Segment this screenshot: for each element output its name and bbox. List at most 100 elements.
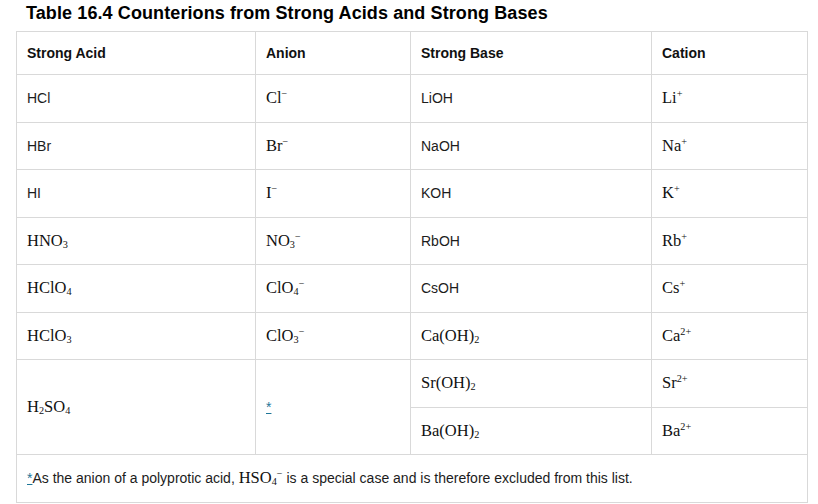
chemical-formula: HI <box>27 185 41 201</box>
column-header-cation: Cation <box>652 32 808 75</box>
table-cell: KOH <box>411 170 652 218</box>
page: Table 16.4 Counterions from Strong Acids… <box>0 2 818 504</box>
table-cell: Li+ <box>652 75 808 123</box>
footnote-text: is a special case and is therefore exclu… <box>283 470 633 486</box>
chemical-formula: HClO4 <box>27 278 72 297</box>
formula-subscript: 2 <box>471 381 476 392</box>
table-cell: NaOH <box>411 122 652 170</box>
formula-supscript: + <box>681 135 687 146</box>
anion-asterisk-link[interactable]: * <box>266 399 271 415</box>
chemical-formula: HClO3 <box>27 326 72 345</box>
formula-supscript: + <box>679 278 685 289</box>
table-cell: HI <box>17 170 256 218</box>
column-header-anion: Anion <box>256 32 411 75</box>
table-cell: RbOH <box>411 217 652 265</box>
table-cell: ClO4− <box>256 265 411 313</box>
chemical-formula: KOH <box>421 185 451 201</box>
counterions-table: Strong AcidAnionStrong BaseCation HCl Cl−… <box>16 31 808 503</box>
chemical-formula: Ba(OH)2 <box>421 421 479 440</box>
formula-subscript: 4 <box>65 405 70 416</box>
column-header-strong-base: Strong Base <box>411 32 652 75</box>
column-header-strong-acid: Strong Acid <box>17 32 256 75</box>
chemical-formula: HCl <box>27 90 50 106</box>
table-row: HNO3 NO3− RbOH Rb+ <box>17 217 808 265</box>
chemical-formula: CsOH <box>421 280 459 296</box>
formula-subscript: 2 <box>474 334 479 345</box>
table-cell: LiOH <box>411 75 652 123</box>
chemical-formula: HNO3 <box>27 231 68 250</box>
table-cell: Rb+ <box>652 217 808 265</box>
chemical-formula: Br− <box>266 136 288 155</box>
formula-subscript: 2 <box>474 429 479 440</box>
footnote-text: As the anion of a polyprotic acid, <box>32 470 238 486</box>
formula-supscript: − <box>295 230 301 241</box>
table-cell: HNO3 <box>17 217 256 265</box>
formula-supscript: 2+ <box>680 420 691 431</box>
table-cell: Ca(OH)2 <box>411 312 652 360</box>
header-row: Strong AcidAnionStrong BaseCation <box>17 32 808 75</box>
chemical-formula: ClO3− <box>266 326 304 345</box>
formula-supscript: 2+ <box>680 325 691 336</box>
table-cell: Ca2+ <box>652 312 808 360</box>
formula-supscript: − <box>282 88 288 99</box>
formula-supscript: − <box>283 135 289 146</box>
table-cell: * <box>256 360 411 455</box>
formula-subscript: 4 <box>66 286 71 297</box>
table-title: Table 16.4 Counterions from Strong Acids… <box>26 2 818 24</box>
chemical-formula: Cl− <box>266 88 287 107</box>
formula-subscript: 3 <box>63 239 68 250</box>
chemical-formula: Li+ <box>662 88 682 107</box>
table-row: HClO3 ClO3− Ca(OH)2 Ca2+ <box>17 312 808 360</box>
chemical-formula: H2SO4 <box>27 397 70 416</box>
footnote-cell: *As the anion of a polyprotic acid, HSO4… <box>17 455 808 503</box>
chemical-formula: Na+ <box>662 136 687 155</box>
table-cell: HClO4 <box>17 265 256 313</box>
table-cell: HBr <box>17 122 256 170</box>
table-cell: HCl <box>17 75 256 123</box>
formula-subscript: 3 <box>66 334 71 345</box>
table-cell: CsOH <box>411 265 652 313</box>
formula-supscript: − <box>272 183 278 194</box>
chemical-formula: NaOH <box>421 138 460 154</box>
table-cell: I− <box>256 170 411 218</box>
formula-supscript: − <box>299 278 305 289</box>
table-cell: Ba2+ <box>652 407 808 455</box>
chemical-formula: Ba2+ <box>662 421 691 440</box>
table-cell: Cl− <box>256 75 411 123</box>
chemical-formula: Ca(OH)2 <box>421 326 479 345</box>
formula-supscript: + <box>681 230 687 241</box>
formula-subscript: 2 <box>39 405 44 416</box>
table-cell: ClO3− <box>256 312 411 360</box>
footnote-formula: HSO4− <box>239 468 283 487</box>
chemical-formula: I− <box>266 183 277 202</box>
table-cell: NO3− <box>256 217 411 265</box>
chemical-formula: K+ <box>662 183 680 202</box>
chemical-formula: Rb+ <box>662 231 687 250</box>
chemical-formula: Ca2+ <box>662 326 691 345</box>
formula-supscript: 2+ <box>677 373 688 384</box>
chemical-formula: RbOH <box>421 233 460 249</box>
table-row: HBr Br− NaOH Na+ <box>17 122 808 170</box>
formula-supscript: + <box>674 183 680 194</box>
table-cell: Sr2+ <box>652 360 808 408</box>
table-row: HI I− KOH K+ <box>17 170 808 218</box>
table-cell: HClO3 <box>17 312 256 360</box>
table-row: HCl Cl− LiOH Li+ <box>17 75 808 123</box>
table-row: HClO4 ClO4− CsOH Cs+ <box>17 265 808 313</box>
table-cell: Br− <box>256 122 411 170</box>
footnote-row: *As the anion of a polyprotic acid, HSO4… <box>17 455 808 503</box>
chemical-formula: Cs+ <box>662 278 685 297</box>
table-cell: K+ <box>652 170 808 218</box>
table-cell: Sr(OH)2 <box>411 360 652 408</box>
table-cell: H2SO4 <box>17 360 256 455</box>
chemical-formula: LiOH <box>421 90 453 106</box>
table-row: H2SO4*Sr(OH)2Sr2+ <box>17 360 808 408</box>
chemical-formula: Sr(OH)2 <box>421 373 476 392</box>
table-cell: Ba(OH)2 <box>411 407 652 455</box>
formula-supscript: + <box>677 88 683 99</box>
chemical-formula: ClO4− <box>266 278 304 297</box>
chemical-formula: NO3− <box>266 231 301 250</box>
chemical-formula: Sr2+ <box>662 373 688 392</box>
table-cell: Cs+ <box>652 265 808 313</box>
table-cell: Na+ <box>652 122 808 170</box>
